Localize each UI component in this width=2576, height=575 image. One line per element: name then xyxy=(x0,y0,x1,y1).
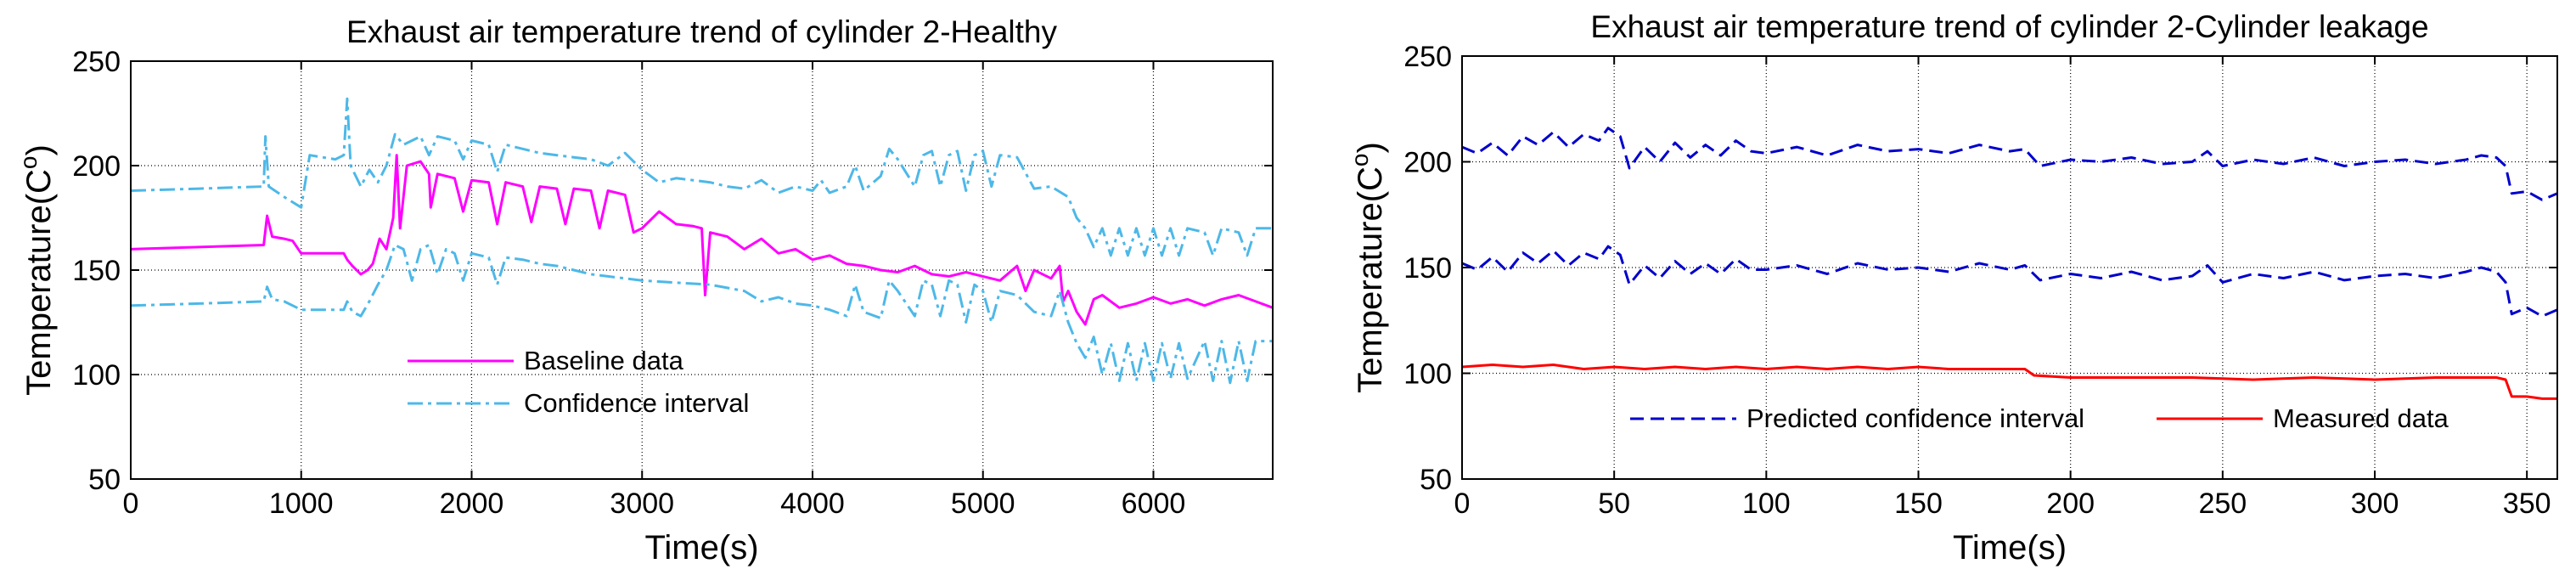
y-tick-label: 200 xyxy=(1403,147,1452,179)
y-axis-label-text: Temperature(C xyxy=(1352,166,1389,393)
x-tick-label: 3000 xyxy=(610,488,674,520)
x-tick-label: 1000 xyxy=(269,488,334,520)
x-tick-label: 100 xyxy=(1742,488,1791,520)
legend-label: Baseline data xyxy=(524,346,684,375)
series-line-0 xyxy=(130,154,1274,326)
x-tick-label: 4000 xyxy=(780,488,845,520)
y-tick-label: 100 xyxy=(1403,358,1452,391)
series-line-1 xyxy=(130,97,1273,257)
x-tick-label: 300 xyxy=(2351,488,2399,520)
y-axis-label-close: ) xyxy=(20,144,58,155)
y-axis-label: Temperature(Co) xyxy=(15,144,58,396)
legend-label: Predicted confidence interval xyxy=(1746,403,2084,433)
x-tick-label: 250 xyxy=(2198,488,2247,520)
chart-title: Exhaust air temperature trend of cylinde… xyxy=(346,14,1058,49)
x-tick-label: 2000 xyxy=(440,488,504,520)
y-tick-label: 50 xyxy=(1420,464,1452,496)
chart-title: Exhaust air temperature trend of cylinde… xyxy=(1590,9,2428,44)
y-axis-label: Temperature(Co) xyxy=(1347,142,1389,393)
x-tick-label: 0 xyxy=(1454,488,1471,520)
x-tick-label: 5000 xyxy=(951,488,1015,520)
x-tick-label: 200 xyxy=(2046,488,2095,520)
series-line-0 xyxy=(1461,127,2558,201)
x-axis-label: Time(s) xyxy=(1953,529,2067,567)
series-line-2 xyxy=(130,244,1273,385)
x-tick-label: 350 xyxy=(2503,488,2551,520)
y-axis-label-text: Temperature(C xyxy=(20,169,58,396)
y-tick-label: 50 xyxy=(88,464,121,496)
y-tick-label: 100 xyxy=(72,359,121,392)
y-tick-label: 150 xyxy=(1403,252,1452,285)
x-tick-label: 150 xyxy=(1894,488,1943,520)
chart-healthy: 0 1000 2000 3000 4000 5000 6000 50 100 150 200 250 E… xyxy=(15,14,1274,567)
x-axis-label: Time(s) xyxy=(644,529,758,567)
y-axis-label-superscript: o xyxy=(1347,153,1373,166)
x-tick-label: 50 xyxy=(1598,488,1630,520)
series-line-2 xyxy=(1461,364,2557,400)
x-tick-label: 6000 xyxy=(1122,488,1186,520)
y-tick-label: 250 xyxy=(1403,41,1452,73)
y-tick-label: 150 xyxy=(72,255,121,287)
y-tick-label: 250 xyxy=(72,46,121,78)
chart-cylinder-leakage: 0 50 100 150 200 250 300 35050100150200250Exhau… xyxy=(1347,9,2558,567)
y-tick-label: 200 xyxy=(72,150,121,183)
legend-label: Confidence interval xyxy=(524,388,749,418)
y-axis-label-close: ) xyxy=(1352,142,1389,153)
y-axis-label-superscript: o xyxy=(15,155,42,169)
legend-label: Measured data xyxy=(2273,403,2449,433)
x-tick-label: 0 xyxy=(123,488,139,520)
series-line-1 xyxy=(1461,245,2558,318)
